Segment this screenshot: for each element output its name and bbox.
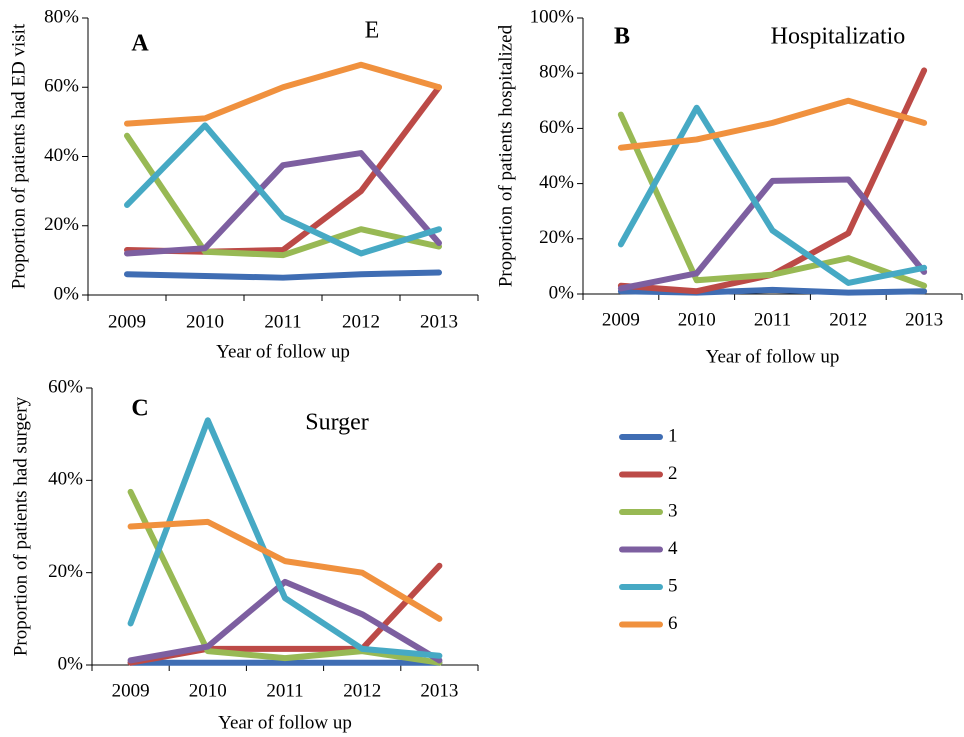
legend-label: 3 [668,500,678,521]
x-tick-label: 2013 [420,311,458,332]
panel-label: C [131,396,148,422]
legend-label: 2 [668,463,678,484]
panel-label: A [131,31,149,57]
series-line [127,518,443,622]
y-tick-label: 0% [54,283,80,304]
y-tick-label: 80% [44,6,79,27]
y-tick-label: 40% [44,145,79,166]
chart-title: Hospitalizatio [771,24,906,50]
x-tick-label: 2012 [342,311,380,332]
chart-title: Surger [305,410,369,436]
x-tick-label: 2012 [343,680,381,701]
series-line [124,269,442,281]
x-tick-label: 2010 [678,309,716,330]
x-tick-label: 2011 [754,309,791,330]
y-tick-label: 40% [539,172,574,193]
y-tick-label: 60% [48,376,83,397]
chart-title: E [365,18,380,44]
series-line [124,61,442,127]
series-line [617,111,928,289]
legend-label: 4 [668,538,678,559]
y-tick-label: 20% [44,214,79,235]
x-tick-label: 2010 [189,680,227,701]
y-tick-label: 20% [539,227,574,248]
series-line [617,104,928,286]
x-tick-label: 2013 [905,309,943,330]
x-tick-label: 2010 [186,311,224,332]
y-axis-label: Proportion of patients had surgery [10,396,31,656]
x-axis-label: Year of follow up [216,341,350,362]
series-line [124,132,442,259]
y-tick-label: 80% [539,62,574,83]
legend-label: 1 [668,425,678,446]
y-tick-label: 60% [539,117,574,138]
y-axis-label: Proportion of patients had ED visit [8,23,29,289]
x-tick-label: 2009 [108,311,146,332]
x-tick-label: 2009 [602,309,640,330]
series-line [127,417,443,659]
series-line [124,122,442,257]
y-tick-label: 0% [549,282,575,303]
y-axis-label: Proportion of patients hospitalized [495,24,516,287]
y-tick-label: 100% [530,6,575,27]
legend-label: 5 [668,575,678,596]
x-tick-label: 2012 [829,309,867,330]
x-axis-label: Year of follow up [706,346,840,367]
x-tick-label: 2011 [264,311,301,332]
y-tick-label: 60% [44,76,79,97]
x-tick-label: 2011 [266,680,303,701]
x-tick-label: 2009 [112,680,150,701]
x-tick-label: 2013 [420,680,458,701]
panel-label: B [614,24,630,50]
legend-label: 6 [668,613,678,634]
series-line [127,488,443,666]
series-line [127,578,443,664]
series-line [617,97,928,151]
x-axis-label: Year of follow up [218,712,352,733]
series-line [124,150,442,257]
y-tick-label: 0% [58,653,84,674]
series-line [617,176,928,292]
y-tick-label: 40% [48,469,83,490]
y-tick-label: 20% [48,561,83,582]
